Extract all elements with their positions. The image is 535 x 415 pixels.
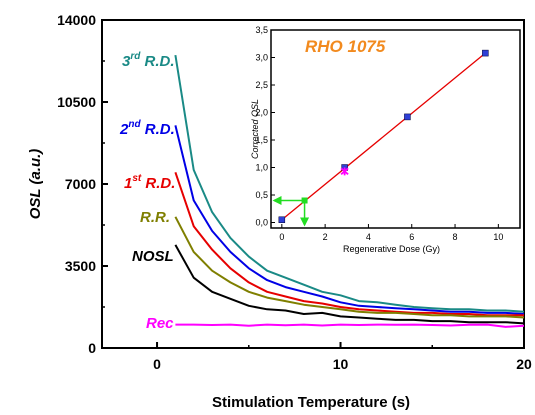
series-label: 1st R.D. [124,173,175,192]
series-label-tail: R.D. [141,121,175,138]
series-line-3 [174,54,525,313]
series-label-base: 3 [122,53,131,70]
inset-x-tick-label: 10 [493,232,503,242]
inset-x-tick-label: 8 [453,232,458,242]
inset-x-tick-label: 2 [323,232,328,242]
series-label: 2nd R.D. [119,119,175,138]
x-axis-label: Stimulation Temperature (s) [212,394,410,411]
y-tick-label: 10500 [57,94,96,110]
inset-y-tick-label: 3,0 [255,53,268,63]
inset-y-tick-label: 3,5 [255,25,268,35]
x-tick-label: 10 [333,356,349,372]
inset-fit-line [281,52,486,221]
x-tick-label: 20 [516,356,532,372]
series-label-base: 2 [119,121,129,138]
series-label: 3rd R.D. [122,51,175,70]
inset-x-tick-label: 4 [366,232,371,242]
inset-x-tick-label: 6 [409,232,414,242]
series-label-superscript: nd [128,119,141,130]
y-axis-label: OSL (a.u.) [27,149,44,220]
inset-x-axis-label: Regenerative Dose (Gy) [343,244,440,254]
series-label-superscript: rd [130,51,141,62]
series-line-1 [174,171,524,317]
inset-natural-point [340,167,349,176]
y-tick-label: 0 [88,340,96,356]
inset-data-point [404,113,411,121]
series-label-base: Rec [146,315,174,332]
inset-data-point [482,49,489,57]
series-label-base: 1 [124,175,132,192]
series-label-base: NOSL [132,248,174,265]
inset-y-tick-label: 2,0 [255,108,268,118]
inset-y-tick-label: 1,0 [255,163,268,173]
series-line-nosl [174,244,525,325]
series-line-2 [174,125,525,315]
series-label-superscript: st [132,173,142,184]
series-label-tail: R.D. [140,53,174,70]
series-label: Rec [146,315,174,332]
y-tick-label: 3500 [65,258,96,274]
main-series [174,54,525,328]
y-tick-label: 7000 [65,176,96,192]
series-label-base: R.R. [140,209,170,226]
inset-data-point [278,216,286,223]
inset-y-tick-label: 1,5 [255,135,268,145]
inset-x-tick-label: 0 [279,232,284,242]
series-label: R.R. [140,209,170,226]
inset-interpolated-point [301,197,308,204]
inset-y-axis-label: Corrected OSL [250,99,260,159]
inset-chart: 0,0 0,5 1,0 1,5 2,0 2,5 3,0 3,5 0 2 4 6 8 10 Regenerat… [250,25,521,254]
series-label: NOSL [132,248,174,265]
x-tick-label: 0 [153,356,161,372]
inset-y-tick-label: 0,5 [255,190,268,200]
inset-y-tick-label: 0,0 [255,218,268,228]
series-line-rr [174,216,525,319]
series-line-rec [175,323,525,328]
inset-title: RHO 1075 [305,37,386,56]
series-label-tail: R.D. [141,175,175,192]
y-tick-label: 14000 [57,12,96,28]
inset-y-tick-label: 2,5 [255,80,268,90]
